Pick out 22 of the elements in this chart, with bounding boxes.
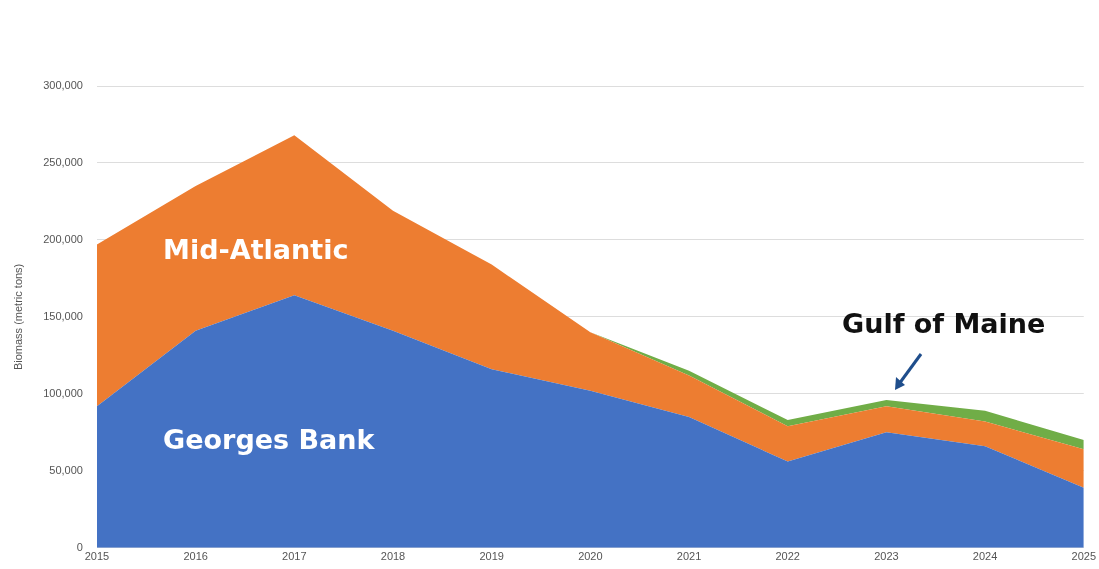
x-tick-label: 2016 [183, 550, 208, 563]
y-tick-label: 250,000 [43, 156, 83, 168]
y-tick-label: 100,000 [43, 386, 83, 399]
x-tick-label: 2024 [972, 550, 998, 563]
y-tick-label: 150,000 [43, 309, 83, 322]
x-tick-label: 2022 [775, 550, 800, 563]
y-tick-label: 200,000 [43, 232, 83, 245]
x-tick-label: 2023 [874, 550, 899, 563]
x-tick-label: 2015 [84, 550, 110, 563]
y-axis-title: Biomass (metric tons) [11, 263, 24, 371]
x-tick-label: 2019 [479, 550, 504, 563]
x-tick-label: 2020 [578, 550, 603, 563]
x-tick-label: 2018 [380, 550, 406, 563]
y-tick-label: 300,000 [43, 79, 83, 92]
x-tick-label: 2017 [282, 550, 307, 563]
series-label: Mid-Atlantic [163, 234, 349, 266]
x-tick-label: 2021 [676, 550, 702, 563]
x-tick-label: 2025 [1071, 550, 1097, 563]
y-tick-label: 0 [76, 540, 83, 553]
text: Gulf of Maine [842, 308, 1046, 340]
y-tick-label: 50,000 [49, 463, 83, 476]
series-label: Georges Bank [163, 423, 376, 455]
